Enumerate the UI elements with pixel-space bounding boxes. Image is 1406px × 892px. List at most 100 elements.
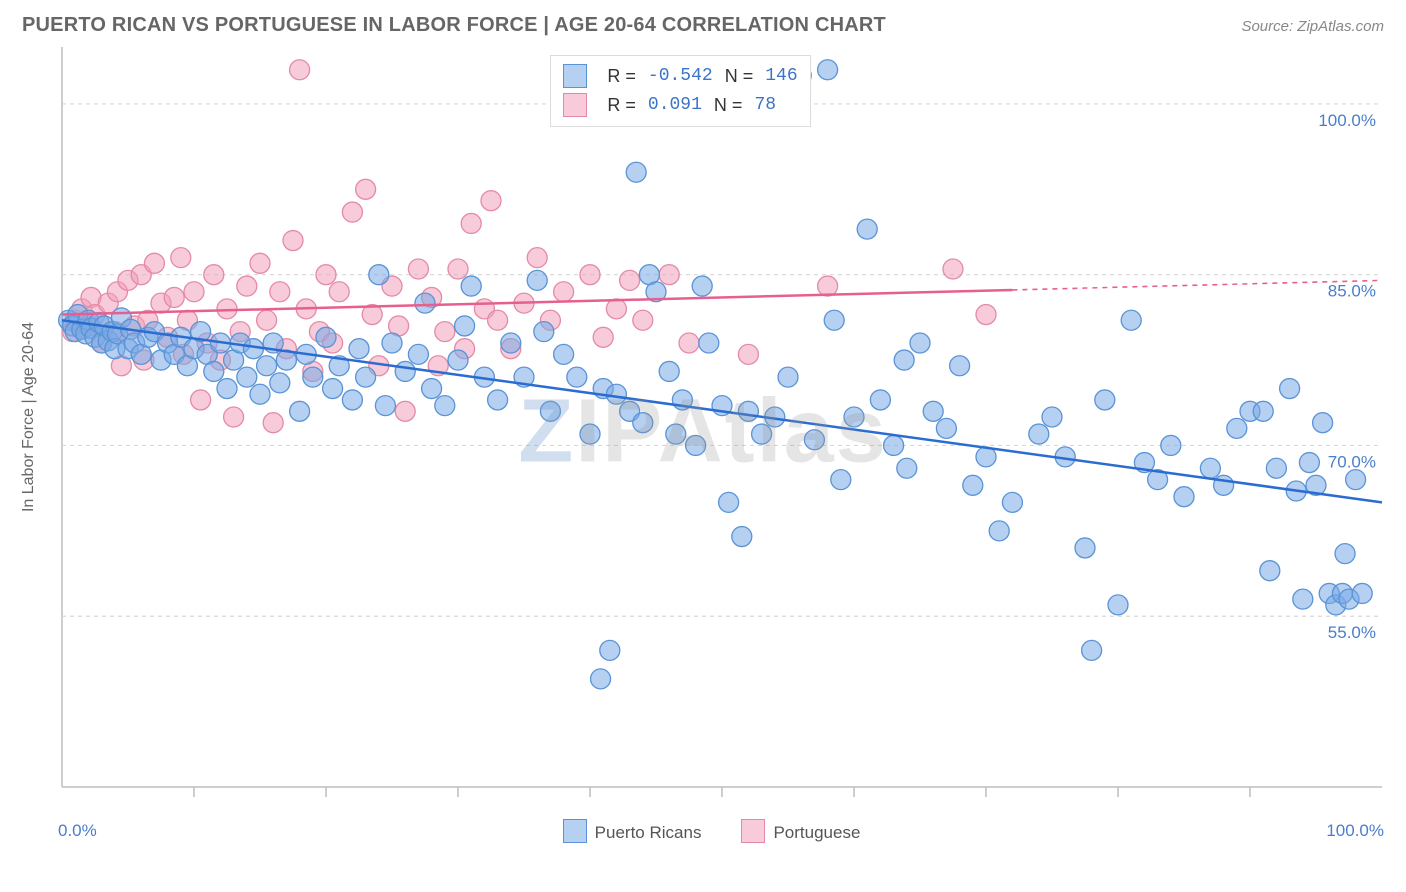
- data-point: [316, 265, 336, 285]
- chart-source: Source: ZipAtlas.com: [1241, 18, 1384, 35]
- data-point: [910, 333, 930, 353]
- y-axis-label: In Labor Force | Age 20-64: [20, 267, 38, 567]
- data-point: [1200, 458, 1220, 478]
- data-point: [270, 373, 290, 393]
- legend-swatch: [563, 64, 587, 88]
- data-point: [342, 202, 362, 222]
- legend-row: R = 0.091N =78: [563, 91, 797, 120]
- data-point: [270, 282, 290, 302]
- data-point: [257, 310, 277, 330]
- data-point: [666, 424, 686, 444]
- data-point: [250, 253, 270, 273]
- data-point: [824, 310, 844, 330]
- data-point: [329, 282, 349, 302]
- scatter-plot: 55.0%70.0%85.0%100.0%: [22, 47, 1382, 817]
- y-grid-label: 55.0%: [1328, 623, 1376, 642]
- data-point: [283, 231, 303, 251]
- data-point: [435, 396, 455, 416]
- chart-area: In Labor Force | Age 20-64 55.0% 70.0% 85.…: [22, 47, 1384, 817]
- data-point: [1253, 401, 1273, 421]
- data-point: [395, 361, 415, 381]
- data-point: [422, 379, 442, 399]
- legend-item: Portuguese: [741, 819, 860, 843]
- legend-swatch: [741, 819, 765, 843]
- data-point: [1161, 435, 1181, 455]
- data-point: [818, 276, 838, 296]
- data-point: [989, 521, 1009, 541]
- data-point: [488, 390, 508, 410]
- data-point: [818, 60, 838, 80]
- chart-title: PUERTO RICAN VS PORTUGUESE IN LABOR FORC…: [22, 14, 886, 37]
- data-point: [356, 367, 376, 387]
- data-point: [692, 276, 712, 296]
- data-point: [738, 344, 758, 364]
- data-point: [626, 162, 646, 182]
- legend-n-label: N =: [725, 62, 754, 91]
- data-point: [884, 435, 904, 455]
- data-point: [1121, 310, 1141, 330]
- data-point: [732, 527, 752, 547]
- data-point: [461, 276, 481, 296]
- data-point: [1313, 413, 1333, 433]
- data-point: [1266, 458, 1286, 478]
- data-point: [488, 310, 508, 330]
- legend-label: Puerto Ricans: [595, 823, 702, 842]
- legend-swatch: [563, 819, 587, 843]
- data-point: [620, 270, 640, 290]
- data-point: [679, 333, 699, 353]
- data-point: [633, 413, 653, 433]
- data-point: [250, 384, 270, 404]
- legend-n-value: 146: [765, 62, 797, 91]
- data-point: [501, 333, 521, 353]
- y-grid-label: 85.0%: [1328, 282, 1376, 301]
- data-point: [408, 259, 428, 279]
- data-point: [1299, 453, 1319, 473]
- data-point: [303, 367, 323, 387]
- data-point: [963, 475, 983, 495]
- data-point: [1082, 640, 1102, 660]
- data-point: [1280, 379, 1300, 399]
- legend-label: Portuguese: [773, 823, 860, 842]
- data-point: [1260, 561, 1280, 581]
- series-legend: Puerto Ricans Portuguese: [563, 819, 861, 843]
- data-point: [369, 265, 389, 285]
- data-point: [342, 390, 362, 410]
- xaxis-min-label: 0.0%: [58, 821, 97, 841]
- data-point: [217, 379, 237, 399]
- xaxis-max-label: 100.0%: [1326, 821, 1384, 841]
- data-point: [1346, 470, 1366, 490]
- data-point: [316, 327, 336, 347]
- data-point: [554, 344, 574, 364]
- data-point: [171, 248, 191, 268]
- data-point: [719, 492, 739, 512]
- data-point: [699, 333, 719, 353]
- data-point: [395, 401, 415, 421]
- data-point: [448, 259, 468, 279]
- data-point: [1075, 538, 1095, 558]
- data-point: [349, 339, 369, 359]
- data-point: [534, 322, 554, 342]
- data-point: [686, 435, 706, 455]
- legend-r-label: R =: [607, 91, 636, 120]
- y-grid-label: 70.0%: [1328, 452, 1376, 471]
- data-point: [204, 265, 224, 285]
- data-point: [567, 367, 587, 387]
- chart-header: PUERTO RICAN VS PORTUGUESE IN LABOR FORC…: [0, 0, 1406, 37]
- data-point: [263, 413, 283, 433]
- data-point: [323, 379, 343, 399]
- data-point: [1042, 407, 1062, 427]
- data-point: [752, 424, 772, 444]
- legend-r-value: 0.091: [648, 91, 702, 120]
- data-point: [870, 390, 890, 410]
- data-point: [448, 350, 468, 370]
- data-point: [606, 299, 626, 319]
- data-point: [804, 430, 824, 450]
- data-point: [600, 640, 620, 660]
- legend-item: Puerto Ricans: [563, 819, 702, 843]
- data-point: [976, 305, 996, 325]
- data-point: [831, 470, 851, 490]
- data-point: [290, 401, 310, 421]
- data-point: [844, 407, 864, 427]
- data-point: [204, 361, 224, 381]
- data-point: [375, 396, 395, 416]
